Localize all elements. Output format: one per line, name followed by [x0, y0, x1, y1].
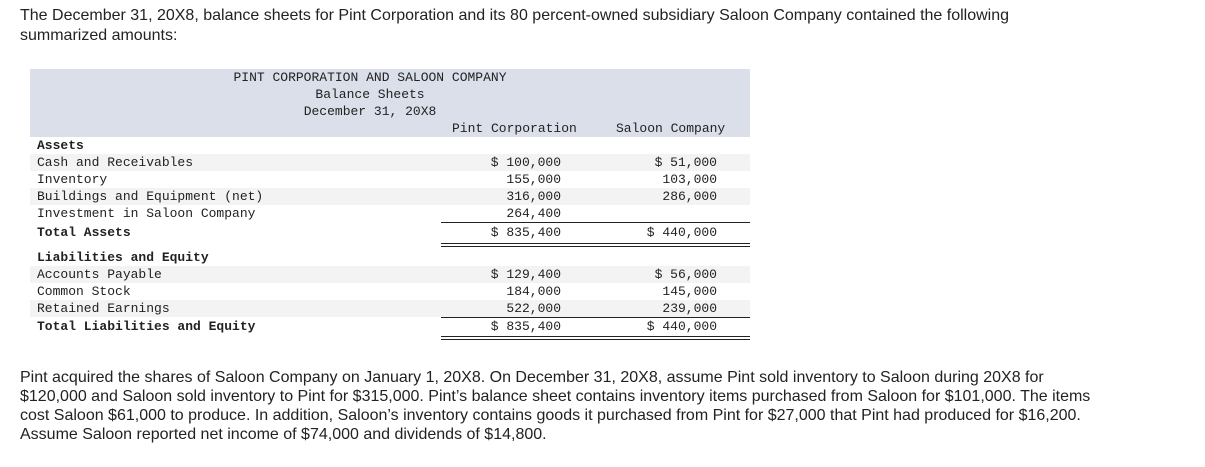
table-title: PINT CORPORATION AND SALOON COMPANY	[233, 70, 507, 85]
section-heading: Assets	[37, 138, 84, 153]
table-row: Buildings and Equipment (net) 316,000 286,…	[30, 188, 750, 205]
problem-text: Pint acquired the shares of Saloon Compa…	[20, 369, 1091, 443]
subtotal-rule	[441, 222, 750, 223]
table-row: Retained Earnings 522,000 239,000	[30, 300, 750, 318]
pint-value: 155,000	[506, 172, 561, 187]
column-header-saloon: Saloon Company	[616, 121, 726, 136]
table-row: Accounts Payable $ 129,400 $ 56,000	[30, 266, 750, 283]
total-double-rule	[441, 336, 750, 340]
table-row: Inventory 155,000 103,000	[30, 171, 750, 188]
row-label: Common Stock	[37, 284, 131, 299]
table-row: Cash and Receivables $ 100,000 $ 51,000	[30, 154, 750, 171]
assets-heading-row: Assets	[30, 137, 750, 154]
saloon-value: $ 56,000	[654, 267, 717, 282]
row-label: Accounts Payable	[37, 267, 162, 282]
pint-value: 184,000	[506, 284, 561, 299]
saloon-value: 286,000	[662, 189, 717, 204]
table-row: Investment in Saloon Company 264,400	[30, 205, 750, 223]
pint-value: 522,000	[506, 301, 561, 316]
pint-value: 264,400	[506, 206, 561, 221]
intro-text: The December 31, 20X8, balance sheets fo…	[20, 7, 1010, 44]
column-header-pint: Pint Corporation	[452, 121, 577, 136]
balance-sheet-table: PINT CORPORATION AND SALOON COMPANY Bala…	[30, 69, 750, 340]
saloon-value: $ 440,000	[646, 319, 717, 334]
total-double-rule	[441, 243, 750, 247]
saloon-value: $ 440,000	[646, 225, 717, 240]
row-label: Retained Earnings	[37, 301, 170, 316]
table-subtitle: Balance Sheets	[315, 87, 425, 102]
total-assets-row: Total Assets $ 835,400 $ 440,000	[30, 222, 750, 247]
subtotal-rule	[441, 317, 750, 318]
liabilities-heading-row: Liabilities and Equity	[30, 249, 750, 266]
row-label: Inventory	[37, 172, 108, 187]
pint-value: $ 835,400	[490, 319, 561, 334]
table-row: Common Stock 184,000 145,000	[30, 283, 750, 300]
table-date: December 31, 20X8	[303, 104, 437, 119]
saloon-value: 239,000	[662, 301, 717, 316]
row-label: Total Liabilities and Equity	[37, 319, 256, 334]
row-label: Investment in Saloon Company	[37, 206, 256, 221]
row-label: Total Assets	[37, 225, 131, 240]
row-label: Buildings and Equipment (net)	[37, 189, 264, 204]
pint-value: 316,000	[506, 189, 561, 204]
saloon-value: 145,000	[662, 284, 717, 299]
total-liabilities-row: Total Liabilities and Equity $ 835,400 $ 4…	[30, 317, 750, 340]
saloon-value: 103,000	[662, 172, 717, 187]
table-header: PINT CORPORATION AND SALOON COMPANY Bala…	[30, 69, 750, 137]
section-heading: Liabilities and Equity	[37, 250, 209, 265]
pint-value: $ 835,400	[490, 225, 561, 240]
saloon-value: $ 51,000	[654, 155, 717, 170]
pint-value: $ 129,400	[490, 267, 561, 282]
pint-value: $ 100,000	[490, 155, 561, 170]
row-label: Cash and Receivables	[37, 155, 194, 170]
